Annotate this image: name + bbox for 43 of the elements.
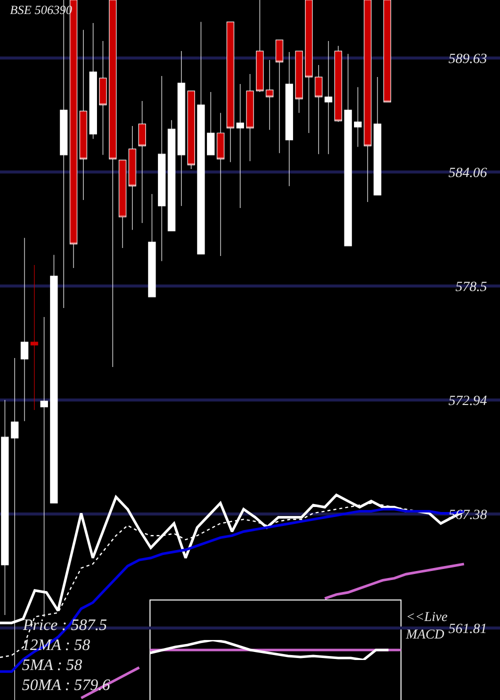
candlestick: [118, 160, 126, 248]
candlestick: [128, 126, 136, 230]
candlestick: [148, 194, 156, 298]
candlestick: [99, 40, 107, 156]
candlestick: [216, 112, 224, 256]
candlestick: [178, 50, 186, 206]
candlestick: [276, 40, 284, 154]
candlestick: [187, 90, 196, 170]
y-tick-label: 572.94: [448, 394, 487, 409]
candlestick: [226, 22, 234, 162]
y-tick-label: 584.06: [448, 166, 487, 182]
candlestick: [324, 40, 332, 154]
candlestick: [304, 0, 313, 134]
candlestick: [108, 0, 117, 368]
annotation: <<Live MACD: [405, 609, 448, 642]
y-tick-label: 561.81: [448, 622, 487, 637]
candlestick: [30, 264, 38, 410]
candlestick: [80, 30, 88, 200]
candlestick: [197, 22, 205, 254]
y-tick-label: 589.63: [448, 52, 487, 67]
candlestick: [89, 22, 97, 140]
candlestick: [334, 46, 342, 122]
candlestick: [158, 76, 166, 262]
candlestick: [1, 400, 9, 616]
candlestick: [206, 92, 215, 156]
candlestick: [344, 54, 352, 246]
candlestick: [354, 86, 362, 148]
candlestick: [138, 100, 146, 224]
candlestick: [314, 64, 322, 154]
annotation: 5MA : 58: [22, 657, 82, 674]
candlestick: [20, 238, 28, 422]
candlestick: [295, 50, 303, 114]
candlestick: [285, 52, 294, 186]
candlestick: [168, 120, 176, 232]
candlestick: [364, 0, 372, 202]
candlestick: [266, 60, 274, 130]
candlestick: [256, 0, 264, 92]
y-tick-label: 578.5: [456, 280, 487, 295]
candlestick: [236, 84, 244, 208]
candlestick: [50, 254, 58, 504]
candlestick: [374, 76, 382, 196]
candlestick: [246, 74, 254, 162]
candlestick: [383, 0, 392, 102]
